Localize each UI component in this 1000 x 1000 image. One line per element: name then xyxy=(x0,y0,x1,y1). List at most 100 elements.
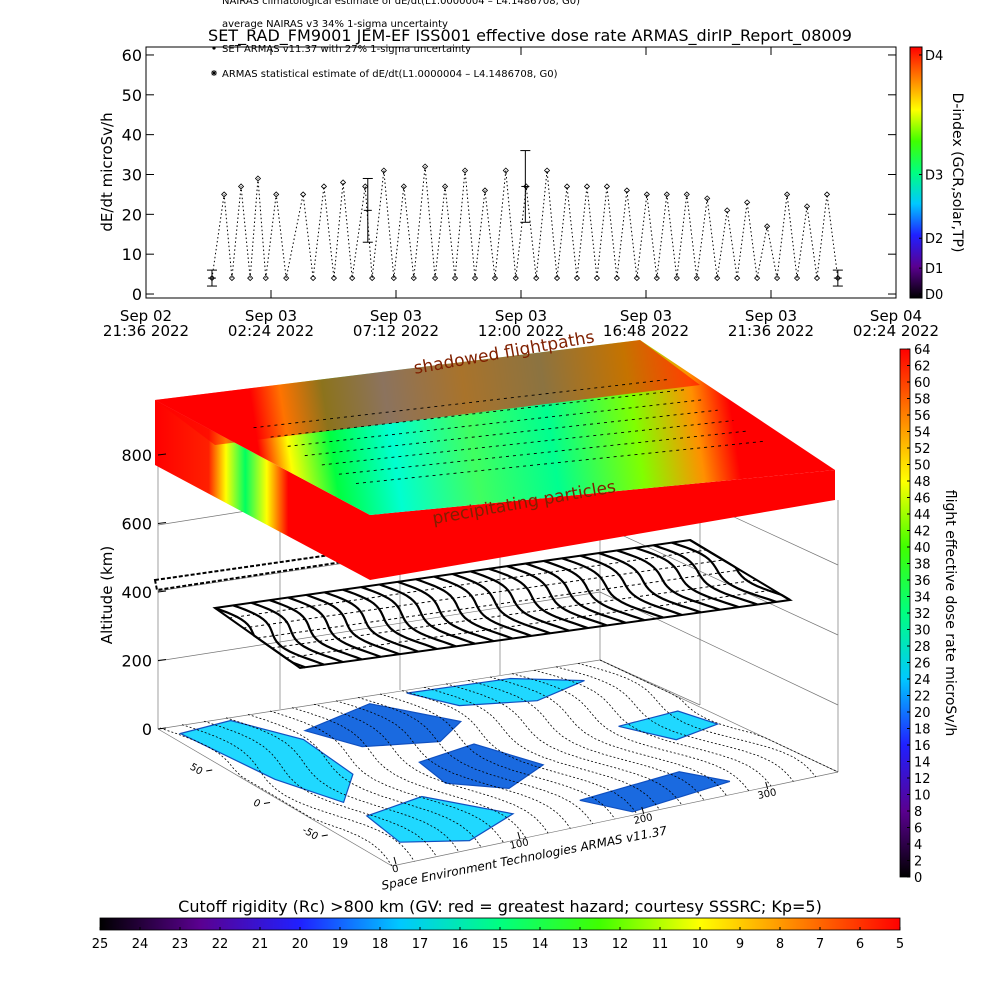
colorbar-tick-label: 60 xyxy=(914,376,931,391)
colorbar-tick-label: 28 xyxy=(914,640,931,655)
land-mass xyxy=(178,719,354,804)
colorbar-tick-label: 7 xyxy=(816,937,824,952)
data-point xyxy=(422,163,429,170)
box-edge xyxy=(157,728,393,867)
colorbar-tick-label: 58 xyxy=(914,393,931,408)
data-point xyxy=(663,191,670,198)
data-point xyxy=(543,167,551,174)
colorbar-tick-label: 4 xyxy=(914,838,922,853)
colorbar-tick-label: 17 xyxy=(412,937,429,952)
data-point xyxy=(704,195,711,202)
data-point xyxy=(330,275,337,282)
z-axis-label: Altitude (km) xyxy=(98,546,116,644)
x-tick-label: 300 xyxy=(757,787,778,802)
y-tick-label: 10 xyxy=(122,245,142,264)
flightpath xyxy=(271,579,757,649)
colorbar-tick-label: 19 xyxy=(332,937,349,952)
colorbar-tick-label: 50 xyxy=(914,459,931,474)
y-tick-label: 20 xyxy=(122,205,142,224)
ground-track xyxy=(181,724,415,862)
dose-slab-top-shade xyxy=(155,340,700,445)
colorbar-tick-label: 62 xyxy=(914,360,931,375)
z-tick-label: 800 xyxy=(121,446,152,465)
y-tick-label: 30 xyxy=(122,165,142,184)
data-point xyxy=(523,183,530,190)
y-tick xyxy=(206,769,213,772)
colorbar-tick-label: D0 xyxy=(925,288,943,303)
data-point xyxy=(583,183,591,190)
colorbar-tick-label: D4 xyxy=(925,49,943,64)
x-tick-label: 02:24 2022 xyxy=(853,322,939,340)
data-point xyxy=(714,275,721,282)
x-tick xyxy=(517,831,521,840)
data-point xyxy=(512,275,519,282)
data-point xyxy=(481,187,489,194)
data-point xyxy=(834,275,841,282)
legend-label: SET ARMAS v11.37 with 27% 1-sigma uncert… xyxy=(222,44,471,55)
colorbar-label: flight effective dose rate microSv/h xyxy=(942,490,958,736)
ground-track xyxy=(335,700,571,829)
data-point xyxy=(643,191,650,198)
colorbar-tick-label: 11 xyxy=(652,937,669,952)
data-point xyxy=(339,179,347,186)
colorbar-tick-label: 56 xyxy=(914,409,931,424)
data-point xyxy=(673,275,680,282)
x-tick-label: 100 xyxy=(509,837,530,852)
data-point xyxy=(823,191,831,198)
colorbar-tick-label: 5 xyxy=(896,937,904,952)
colorbar-tick-label: 22 xyxy=(212,937,229,952)
ground-track xyxy=(445,683,683,806)
colorbar-tick-label: 36 xyxy=(914,574,931,589)
colorbar-tick-label: 25 xyxy=(92,937,109,952)
legend-symbol xyxy=(212,46,216,50)
land-mass xyxy=(406,677,585,707)
colorbar-tick-label: 8 xyxy=(776,937,784,952)
data-point xyxy=(803,203,811,210)
data-point xyxy=(813,275,821,282)
box-edge xyxy=(599,659,701,706)
data-point xyxy=(724,207,731,214)
data-point xyxy=(431,275,439,282)
y-tick xyxy=(321,834,328,837)
ground-track xyxy=(159,727,393,867)
colorbar-tick-label: 0 xyxy=(914,871,922,886)
land-mass xyxy=(618,710,720,741)
data-point xyxy=(247,275,254,282)
x-tick-label: 21:36 2022 xyxy=(728,322,814,340)
slab-track xyxy=(321,420,734,466)
data-point xyxy=(380,167,387,174)
slab-track xyxy=(338,430,750,475)
colorbar-tick-label: 15 xyxy=(492,937,509,952)
flightpath xyxy=(269,599,363,661)
data-point xyxy=(300,191,307,198)
data-point xyxy=(228,275,236,282)
colorbar-tick-label: D1 xyxy=(925,262,943,277)
colorbar-tick-label: 48 xyxy=(914,475,931,490)
land-mass xyxy=(365,795,515,843)
z-tick-label: 200 xyxy=(121,652,152,671)
z-tick-label: 0 xyxy=(142,720,152,739)
y-tick-label: 40 xyxy=(122,126,142,145)
globe-scene xyxy=(153,340,839,867)
data-point xyxy=(633,275,640,282)
ground-track xyxy=(599,659,839,773)
flightpath xyxy=(525,562,626,624)
x-tick-label: Sep 03 xyxy=(745,307,797,325)
y-tick-label: 60 xyxy=(122,46,142,65)
y-tick-label: 0 xyxy=(251,797,262,810)
x-tick xyxy=(641,806,645,815)
colorbar-tick-label: 9 xyxy=(736,937,744,952)
data-point xyxy=(693,275,700,282)
data-point xyxy=(451,275,459,282)
data-point xyxy=(613,275,620,282)
box-edge xyxy=(599,591,839,706)
data-point xyxy=(553,275,561,282)
ground-track xyxy=(511,673,750,792)
colorbar-tick-label: 64 xyxy=(914,343,931,358)
x-tick-label: 21:36 2022 xyxy=(103,322,189,340)
x-tick-label: Sep 03 xyxy=(620,307,672,325)
colorbar-tick-label: 23 xyxy=(172,937,189,952)
colorbar-tick-label: 12 xyxy=(914,772,931,787)
data-point xyxy=(754,275,761,282)
